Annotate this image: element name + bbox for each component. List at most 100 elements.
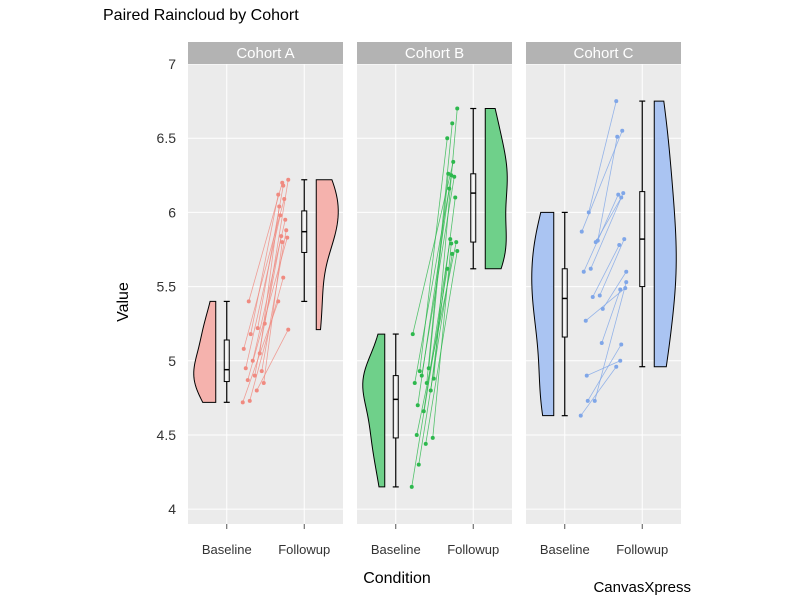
baseline-point [431,376,436,381]
pair-line [595,197,622,243]
baseline-point [586,210,591,215]
pair-line [417,175,452,406]
x-tick-label-followup: Followup [616,542,668,557]
baseline-point [585,398,590,403]
baseline-density [362,333,386,488]
followup-point [624,280,629,285]
followup-point [614,364,619,369]
followup-boxplot-box [470,173,477,243]
baseline-boxplot-box [561,268,568,338]
pair-line [428,173,449,369]
baseline-point [593,240,598,245]
pair-line [249,277,284,401]
baseline-point [592,398,597,403]
pair-line [581,130,623,232]
x-tick-label-baseline: Baseline [540,542,590,557]
facet-strip [526,42,681,64]
pair-line [602,271,627,310]
baseline-point [415,403,420,408]
pair-line [433,108,458,379]
y-tick-label: 5.5 [157,279,177,295]
baseline-point [410,332,415,337]
followup-point [280,180,285,185]
baseline-point [423,441,428,446]
baseline-point [416,462,421,467]
pair-line [590,192,624,269]
y-tick-label: 7 [168,56,176,72]
facet-strip-label: Cohort B [405,45,464,62]
followup-point [452,174,457,179]
baseline-point [588,266,593,271]
baseline-point [252,373,257,378]
pair-line [432,243,452,438]
baseline-point [243,366,248,371]
followup-point [615,134,620,139]
pair-line [252,219,286,361]
followup-point [280,240,285,245]
baseline-point [579,229,584,234]
x-tick-label-baseline: Baseline [202,542,252,557]
followup-point [455,106,460,111]
followup-point [286,177,291,182]
baseline-density [193,300,217,403]
baseline-point [412,381,417,386]
pair-line [592,244,620,298]
baseline-point [255,326,260,331]
baseline-point [414,432,419,437]
followup-density [315,179,339,331]
baseline-point [426,366,431,371]
baseline-point [240,400,245,405]
followup-point [286,327,291,332]
baseline-point [247,398,252,403]
pair-line [599,238,625,296]
followup-point [622,237,627,242]
y-tick-label: 4 [168,501,176,517]
baseline-point [248,332,253,337]
y-tick-label: 4.5 [157,427,177,443]
pair-line [430,197,456,391]
pair-line [586,360,621,376]
followup-point [449,241,454,246]
baseline-point [590,294,595,299]
followup-point [449,173,454,178]
x-tick-label-followup: Followup [278,542,330,557]
followup-point [617,243,622,248]
pair-line [419,138,448,372]
baseline-point [250,358,255,363]
pair-line [264,179,289,324]
pair-line [580,366,617,416]
followup-point [623,286,628,291]
followup-point [619,342,624,347]
followup-point [284,228,289,233]
facet-strip [357,42,512,64]
baseline-point [578,413,583,418]
followup-point [450,121,455,126]
pair-line [601,289,621,344]
followup-point [455,248,460,253]
baseline-point [424,381,429,386]
y-axis-label: Value [115,282,132,322]
baseline-point [430,435,435,440]
baseline-point [600,306,605,311]
pair-line [412,161,454,335]
followup-point [616,192,621,197]
followup-point [614,99,619,104]
pair-line [594,282,627,401]
baseline-point [597,293,602,298]
y-tick-label: 5 [168,353,176,369]
pair-line [588,101,617,213]
pair-line [597,136,618,241]
baseline-point [241,346,246,351]
followup-point [618,358,623,363]
followup-point [621,191,626,196]
followup-point [624,269,629,274]
y-tick-label: 6 [168,204,176,220]
baseline-point [581,269,586,274]
pair-line [256,329,289,391]
pair-line [248,182,283,302]
followup-point [451,159,456,164]
facet-strip-label: Cohort A [236,45,294,62]
chart-title: Paired Raincloud by Cohort [103,7,299,24]
baseline-point [428,388,433,393]
